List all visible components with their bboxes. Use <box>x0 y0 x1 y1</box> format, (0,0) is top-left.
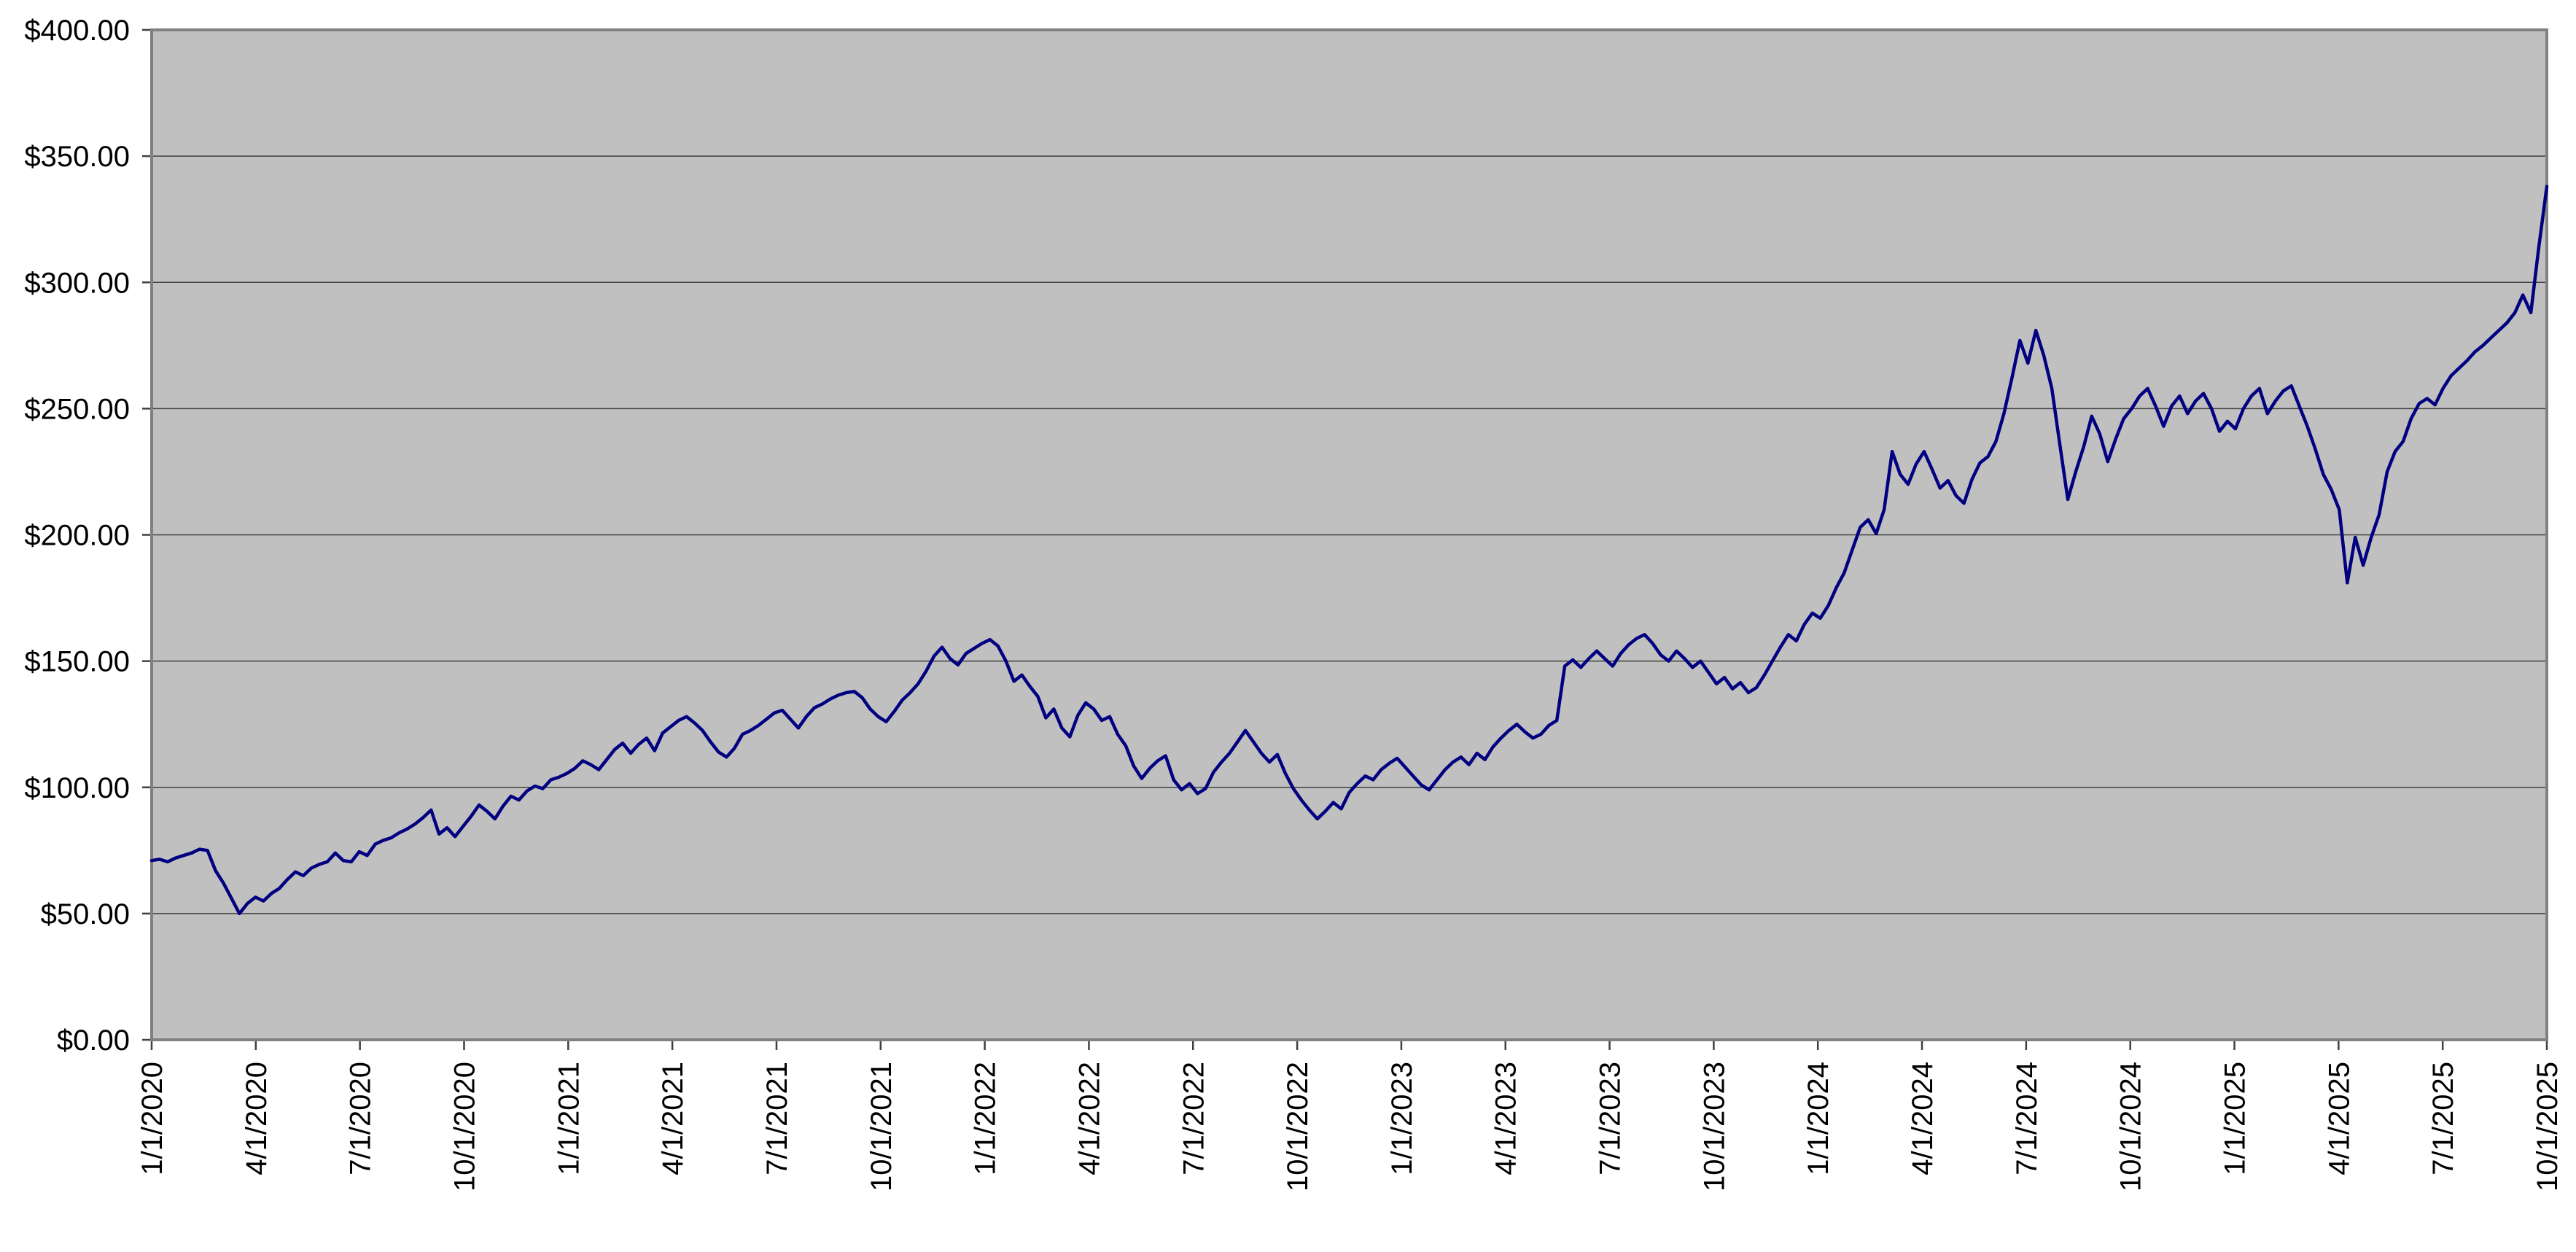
x-axis-label: 4/1/2025 <box>2323 1062 2355 1175</box>
x-axis-label: 10/1/2025 <box>2532 1062 2564 1191</box>
x-axis-label: 4/1/2022 <box>1073 1062 1105 1175</box>
x-axis-ticks <box>150 1040 2548 1050</box>
y-axis-label: $0.00 <box>57 1024 130 1057</box>
x-axis-label: 7/1/2021 <box>761 1062 793 1175</box>
x-axis-label: 7/1/2025 <box>2427 1062 2459 1175</box>
x-axis-label: 4/1/2020 <box>241 1062 273 1175</box>
x-axis-label: 10/1/2024 <box>2115 1062 2147 1191</box>
price-line-series <box>149 184 2549 916</box>
x-axis-label: 1/1/2024 <box>1802 1062 1834 1175</box>
x-axis-label: 7/1/2020 <box>345 1062 377 1175</box>
x-axis-label: 7/1/2024 <box>2011 1062 2043 1175</box>
x-axis-label: 4/1/2021 <box>657 1062 689 1175</box>
x-axis-label: 7/1/2022 <box>1178 1062 1210 1175</box>
x-axis-label: 10/1/2020 <box>448 1062 480 1191</box>
y-axis-label: $250.00 <box>24 393 130 425</box>
x-axis-label: 1/1/2025 <box>2219 1062 2252 1175</box>
x-axis-label: 7/1/2023 <box>1595 1062 1627 1175</box>
x-axis-label: 10/1/2022 <box>1282 1062 1314 1191</box>
x-axis-label: 4/1/2023 <box>1490 1062 1522 1175</box>
y-axis-label: $50.00 <box>41 898 130 930</box>
y-axis-label: $300.00 <box>24 267 130 299</box>
x-axis-label: 4/1/2024 <box>1907 1062 1939 1175</box>
x-axis-label: 10/1/2021 <box>865 1062 898 1191</box>
x-axis-label: 1/1/2021 <box>553 1062 585 1175</box>
y-axis-label: $100.00 <box>24 772 130 804</box>
x-axis-label: 1/1/2022 <box>970 1062 1002 1175</box>
y-axis-ticks <box>142 28 152 1041</box>
x-axis-label: 1/1/2023 <box>1386 1062 1418 1175</box>
plot-area-border <box>150 28 2548 1041</box>
x-axis-label: 1/1/2020 <box>136 1062 168 1175</box>
y-axis-label: $150.00 <box>24 646 130 678</box>
gridlines <box>152 155 2547 914</box>
y-axis-label: $350.00 <box>24 141 130 173</box>
y-axis-labels: $0.00 $50.00 $100.00 $150.00 $200.00 $250.00 $… <box>24 15 130 1057</box>
y-axis-label: $400.00 <box>24 15 130 47</box>
y-axis-label: $200.00 <box>24 520 130 552</box>
x-axis-labels: 1/1/2020 4/1/2020 7/1/2020 10/1/2020 1/1/202… <box>136 1062 2564 1191</box>
x-axis-label: 10/1/2023 <box>1698 1062 1730 1191</box>
